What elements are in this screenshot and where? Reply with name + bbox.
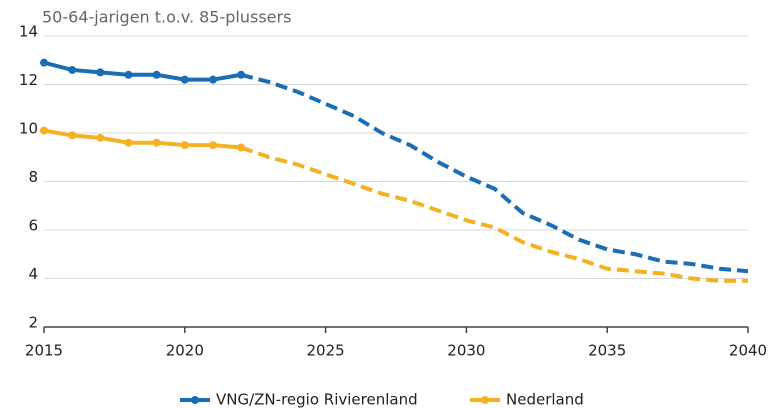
x-tick-label: 2025 (307, 342, 345, 360)
marker (96, 68, 105, 77)
series-line-dashed (240, 72, 749, 274)
marker (152, 70, 161, 79)
series-line (43, 128, 242, 150)
marker (68, 65, 77, 74)
marker (208, 141, 217, 150)
marker (180, 75, 189, 84)
marker (180, 141, 189, 150)
x-tick-label: 2015 (25, 342, 63, 360)
marker (237, 143, 246, 152)
legend-marker (481, 396, 489, 404)
marker (124, 138, 133, 147)
legend-label: Nederland (506, 391, 584, 409)
x-tick-label: 2030 (447, 342, 485, 360)
x-tick-label: 2035 (588, 342, 626, 360)
x-tick-label: 2040 (729, 342, 767, 360)
x-tick-label: 2020 (166, 342, 204, 360)
y-tick-label: 10 (19, 120, 38, 138)
marker (208, 75, 217, 84)
y-tick-label: 2 (28, 314, 38, 332)
series-line (43, 60, 242, 82)
y-tick-label: 14 (19, 23, 38, 41)
marker (237, 70, 246, 79)
y-tick-label: 6 (28, 217, 38, 235)
y-tick-label: 12 (19, 71, 38, 89)
marker (152, 138, 161, 147)
y-tick-label: 8 (28, 168, 38, 186)
legend-marker (191, 396, 199, 404)
marker (40, 126, 48, 135)
legend-label: VNG/ZN-regio Rivierenland (216, 391, 418, 409)
series-line-dashed (240, 145, 748, 283)
chart-title: 50-64-jarigen t.o.v. 85-plussers (42, 8, 291, 27)
y-tick-label: 4 (28, 265, 38, 283)
marker (40, 58, 48, 67)
marker (124, 70, 133, 79)
marker (68, 131, 77, 140)
marker (96, 133, 105, 142)
